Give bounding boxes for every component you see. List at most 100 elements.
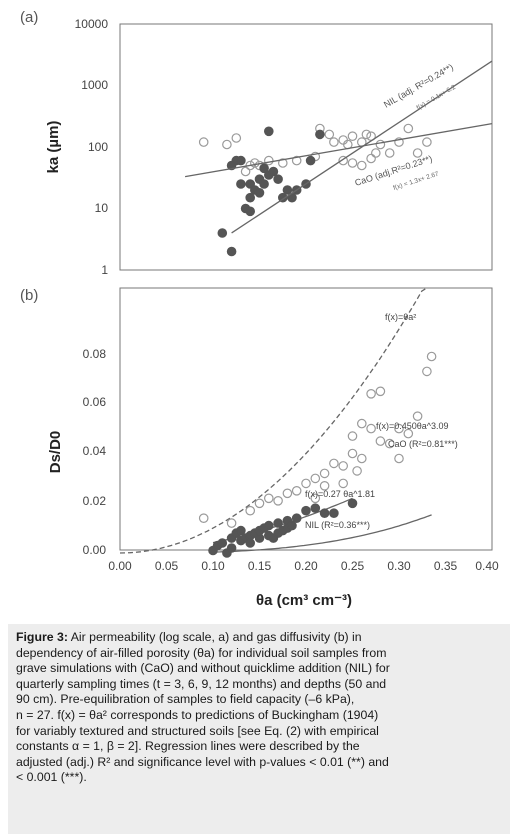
panel-b-xticks: 0.00 0.05 0.10 0.15 0.20 0.25 0.30 0.35 … [108, 559, 499, 573]
panel-a-ylabel: ka (µm) [45, 121, 62, 174]
caption-line: adjusted (adj.) R² and significance leve… [16, 754, 389, 769]
panel-b-point-cao [319, 468, 330, 479]
panel-a-point-nil [315, 129, 325, 140]
panel-b-ytick: 0.02 [83, 494, 107, 508]
panel-b-point-cao [426, 351, 437, 362]
caption-line: < 0.001 (***). [16, 770, 87, 785]
panel-b-point-nil [226, 543, 237, 553]
panel-a-point-nil [263, 126, 274, 137]
panel-a-point-cao [403, 123, 414, 134]
panel-a-point-cao [231, 133, 242, 143]
panel-b-xtick: 0.40 [475, 559, 499, 573]
panel-a-point-cao [356, 160, 367, 171]
panel-b-point-cao [347, 431, 358, 441]
panel-a-label: (a) [20, 9, 38, 26]
panel-a-point-cao [347, 158, 358, 168]
panel-a-point-nil [273, 174, 283, 184]
panel-a-point-cao [324, 129, 335, 140]
panel-b-point-cao [310, 473, 321, 484]
panel-b-point-nil [245, 538, 255, 548]
panel-a-ytick: 10000 [75, 17, 109, 31]
caption-line: grave simulations with (CaO) and without… [16, 661, 390, 676]
panel-b-xtick: 0.20 [294, 559, 318, 573]
panel-b-point-cao [273, 495, 283, 506]
panel-b-curve [212, 514, 432, 553]
panel-a-point-nil [259, 163, 269, 174]
panel-b-point-nil [287, 520, 297, 531]
panel-b-point-nil [319, 508, 330, 518]
panel-b-point-cao [366, 388, 376, 399]
panel-a-point-nil [254, 188, 265, 198]
panel-a-yticks: 10000 1000 100 10 1 [75, 17, 109, 277]
panel-a-point-nil [226, 246, 237, 257]
panel-a-ytick: 1 [101, 263, 108, 277]
panel-b-point-cao [347, 448, 358, 459]
panel-a-point-cao [384, 148, 395, 158]
panel-b-point-cao [338, 461, 348, 471]
panel-a-point-cao [361, 129, 372, 140]
panel-b-xtick: 0.00 [108, 559, 132, 573]
panel-a-frame [119, 23, 493, 271]
panel-a-point-cao [347, 131, 358, 141]
panel-b: (b) Ds/D0 0.08 0.06 0.04 0.02 0.00 0.00 … [20, 287, 499, 573]
panel-b-yticks: 0.08 0.06 0.04 0.02 0.00 [83, 347, 107, 557]
caption-label: Figure 3: [16, 630, 68, 644]
panel-a-point-cao [412, 148, 423, 158]
panel-b-frame [119, 287, 493, 551]
panel-b-xtick: 0.30 [387, 559, 411, 573]
figure-caption: Figure 3: Air permeability (log scale, a… [8, 624, 510, 834]
panel-a-point-cao [240, 166, 251, 177]
panel-b-ytick: 0.06 [83, 395, 107, 409]
panel-b-ytick: 0.08 [83, 347, 107, 361]
figure: (a) ka (µm) 10000 1000 100 10 1 NIL (adj… [20, 9, 499, 609]
panel-b-point-cao [319, 480, 330, 491]
panel-b-point-cao [329, 458, 339, 469]
panel-b-point-nil [310, 503, 321, 513]
panel-b-annotation-cao: CaO (R²=0.81***) [388, 439, 458, 449]
panel-a: (a) ka (µm) 10000 1000 100 10 1 NIL (adj… [20, 9, 493, 277]
panel-a-point-nil [217, 228, 228, 238]
panel-b-point-cao [291, 485, 302, 496]
caption-line: constants α = 1, β = 2]. Regression line… [16, 739, 360, 754]
panel-a-marks [184, 60, 493, 257]
panel-a-point-nil [236, 155, 246, 166]
panel-a-point-cao [338, 155, 348, 166]
caption-line: 90 cm). Pre-equilibration of samples to … [16, 692, 355, 707]
panel-b-point-cao [245, 505, 255, 516]
panel-a-point-nil [259, 179, 269, 189]
panel-b-point-cao [375, 436, 386, 446]
panel-a-point-nil [268, 166, 279, 177]
panel-b-point-nil [263, 520, 274, 531]
panel-b-xtick: 0.25 [341, 559, 365, 573]
panel-b-ytick: 0.04 [83, 444, 107, 458]
panel-b-point-nil [273, 518, 283, 528]
panel-b-point-cao [254, 498, 265, 509]
caption-line: dependency of air-filled porosity (θa) f… [16, 645, 387, 660]
panel-a-point-cao [394, 137, 404, 147]
panel-b-marks [119, 287, 437, 558]
panel-b-annotation-nil: NIL (R²=0.36***) [305, 520, 370, 530]
x-axis-label: θa (cm³ cm⁻³) [256, 592, 352, 609]
panel-a-ytick: 1000 [81, 78, 108, 92]
panel-b-point-nil [291, 513, 302, 523]
panel-b-point-nil [329, 508, 339, 518]
panel-a-point-cao [366, 153, 376, 164]
panel-b-point-cao [352, 466, 362, 476]
panel-b-point-nil [236, 525, 246, 536]
panel-a-fit-cao [184, 122, 493, 178]
panel-b-label: (b) [20, 287, 38, 304]
panel-a-point-cao [375, 139, 386, 150]
caption-line: quarterly sampling times (t = 3, 6, 9, 1… [16, 676, 387, 691]
panel-a-point-cao [422, 137, 432, 147]
panel-a-point-nil [245, 192, 255, 203]
panel-a-point-cao [263, 155, 274, 166]
panel-b-ylabel: Ds/D0 [47, 431, 64, 474]
panel-a-point-cao [370, 148, 381, 158]
panel-a-point-nil [305, 155, 316, 166]
panel-a-point-nil [245, 206, 255, 217]
panel-b-point-cao [301, 478, 311, 489]
panel-b-point-cao [356, 418, 367, 429]
panel-a-point-cao [222, 139, 232, 150]
panel-b-point-cao [338, 478, 348, 489]
panel-b-point-nil [347, 498, 358, 509]
